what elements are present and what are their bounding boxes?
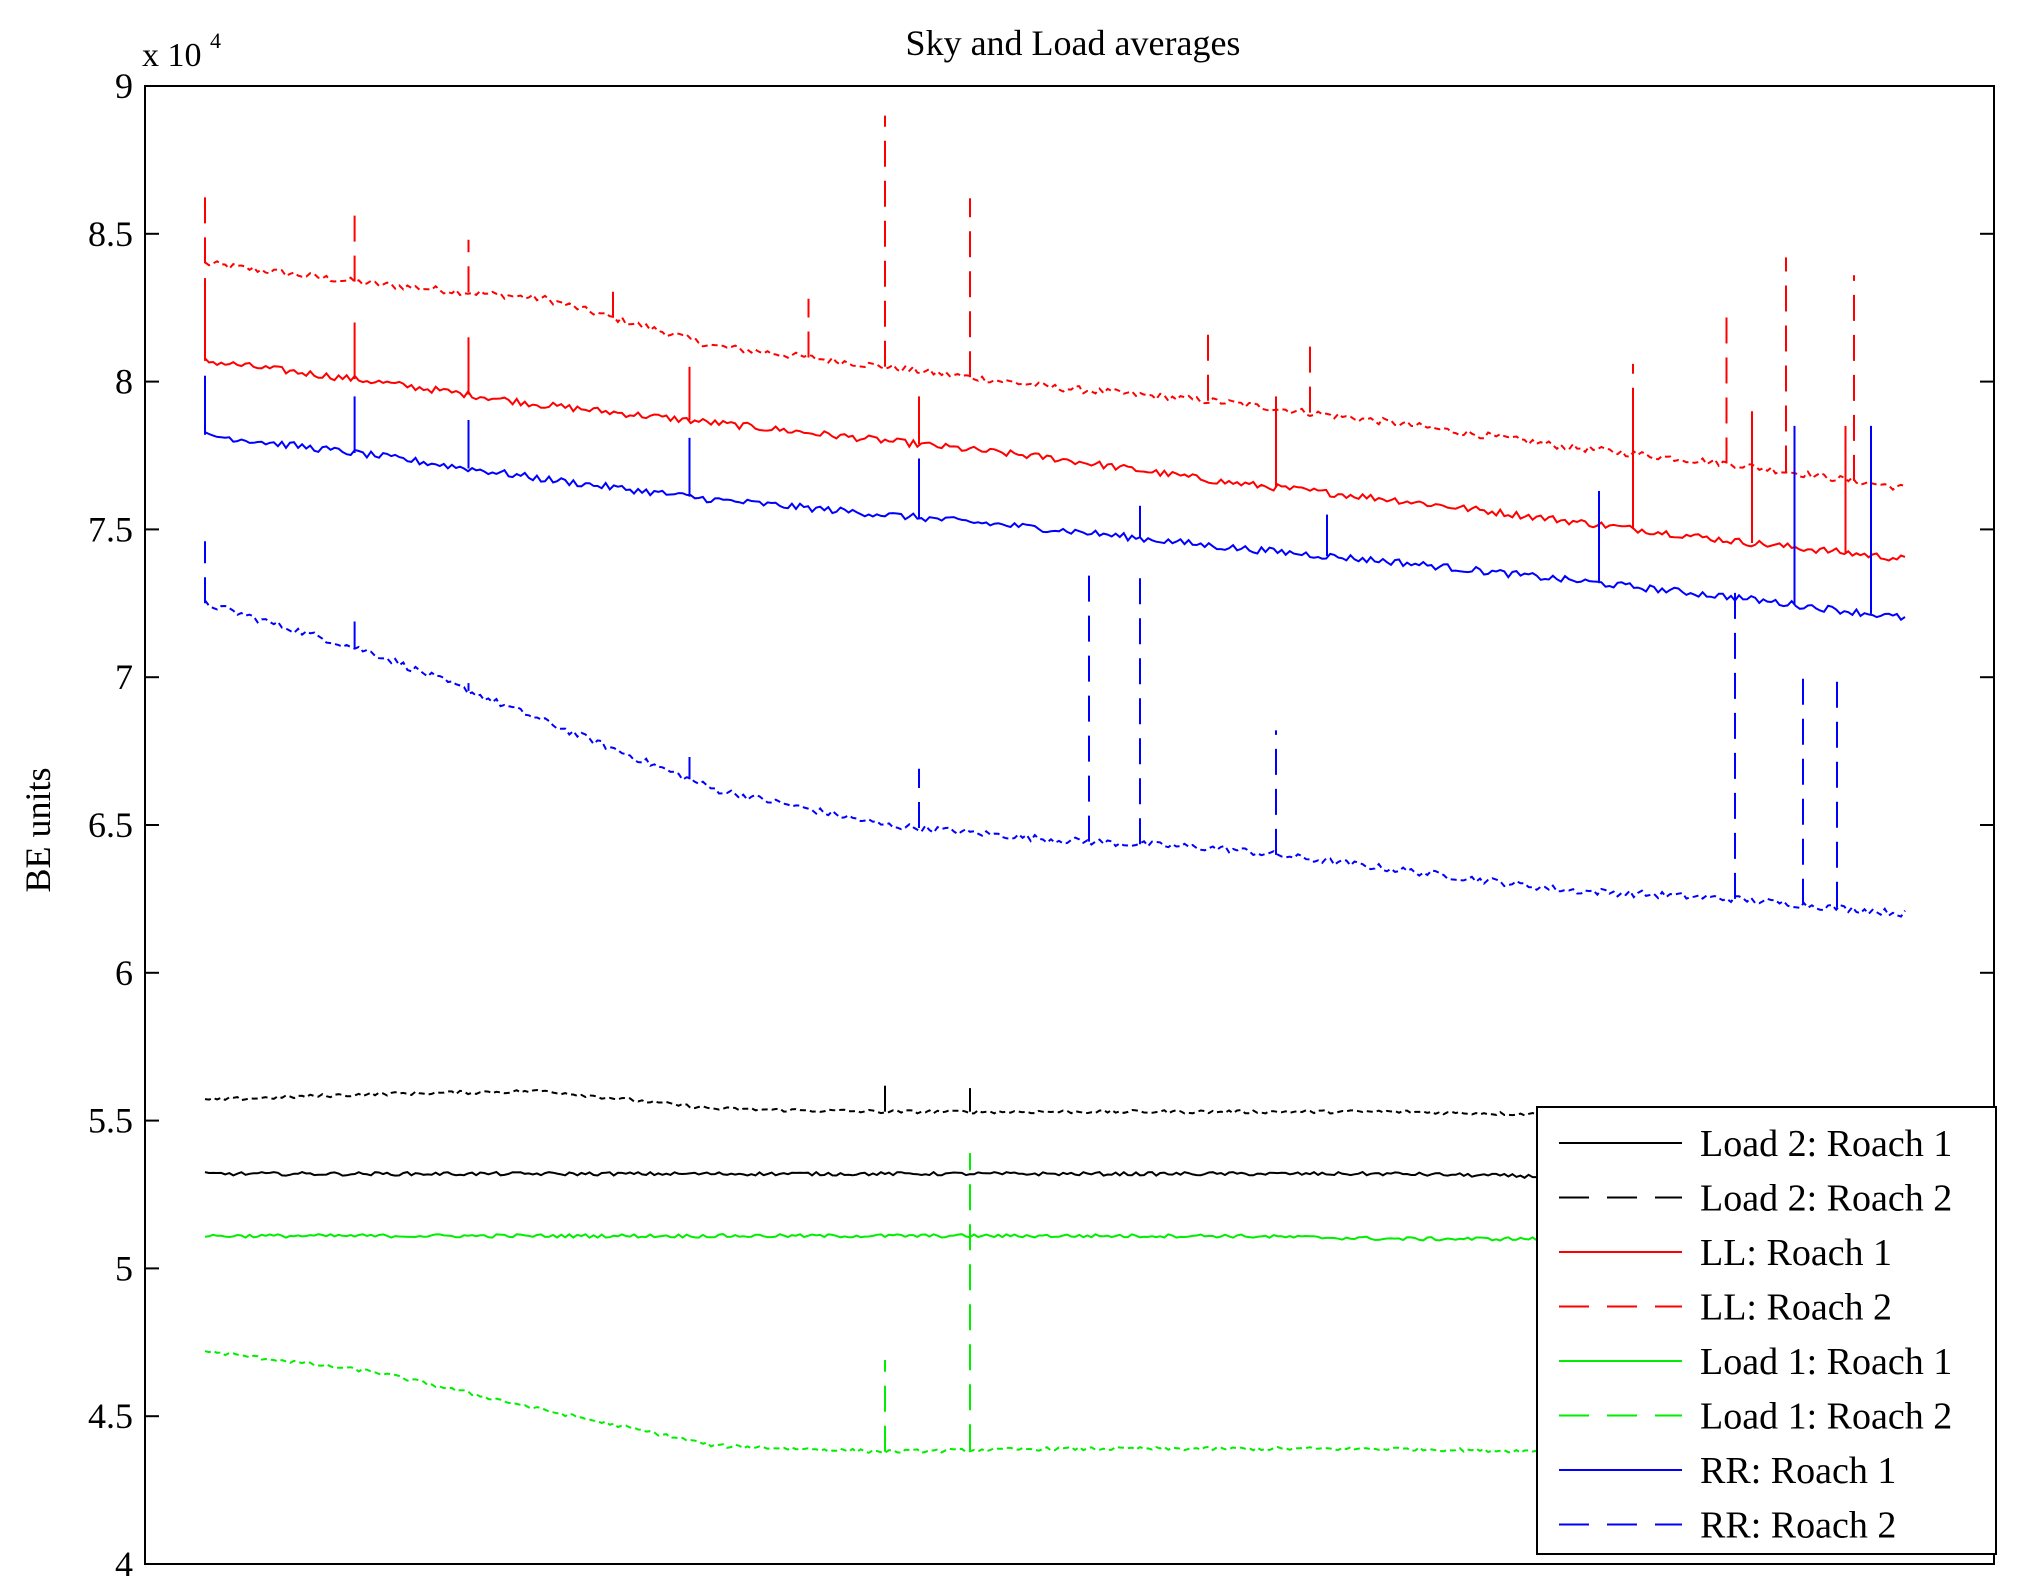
series-line: [204, 431, 1906, 622]
y-tick-label: 4: [115, 1544, 133, 1584]
legend-label: LL: Roach 2: [1700, 1287, 1892, 1329]
legend-label: Load 2: Roach 2: [1700, 1178, 1952, 1220]
legend-label: Load 1: Roach 2: [1700, 1396, 1952, 1438]
legend-entry: LL: Roach 1: [1559, 1232, 1892, 1274]
legend-box: [1536, 1106, 1997, 1555]
legend-entry: LL: Roach 2: [1559, 1287, 1892, 1329]
legend-entry: Load 2: Roach 1: [1559, 1123, 1952, 1165]
legend-label: Load 2: Roach 1: [1700, 1123, 1952, 1165]
y-tick-label: 4.5: [88, 1396, 133, 1436]
legend-label: LL: Roach 1: [1700, 1232, 1892, 1274]
legend: Load 2: Roach 1 Load 2: Roach 2 LL: Roach …: [1536, 1106, 1997, 1555]
series-rr-roach-2: [204, 541, 1906, 918]
y-tick-label: 7: [115, 657, 133, 697]
legend-label: RR: Roach 2: [1700, 1505, 1896, 1547]
legend-label: RR: Roach 1: [1700, 1450, 1896, 1492]
legend-label: Load 1: Roach 1: [1700, 1341, 1952, 1383]
y-tick-label: 5.5: [88, 1101, 133, 1141]
series-line: [204, 1088, 1906, 1118]
y-tick-label: 6: [115, 953, 133, 993]
y-tick-label: 8.5: [88, 214, 133, 254]
legend-entry: Load 1: Roach 2: [1559, 1396, 1952, 1438]
legend-entry: Load 1: Roach 1: [1559, 1341, 1952, 1383]
y-tick-label: 5: [115, 1248, 133, 1288]
series-load-2-roach-2: [204, 1085, 1906, 1118]
series-line: [204, 357, 1906, 562]
y-axis-label: BE units: [18, 767, 58, 892]
y-tick-label: 8: [115, 362, 133, 402]
series-line: [204, 1349, 1906, 1457]
series-ll-roach-1: [204, 278, 1906, 562]
y-tick-label: 7.5: [88, 509, 133, 549]
series-load-1-roach-2: [204, 1153, 1906, 1457]
y-tick-label: 9: [115, 66, 133, 106]
legend-entry: RR: Roach 1: [1559, 1450, 1896, 1492]
series-line: [204, 599, 1906, 918]
y-exponent-base: x 10: [142, 37, 202, 74]
chart-title: Sky and Load averages: [906, 23, 1241, 63]
series-line: [204, 260, 1906, 491]
y-exponent-label: x 10 4: [142, 28, 221, 74]
y-axis: 4 4.5 5 5.5 6 6.5 7 7.5 8 8.5 9: [88, 66, 1994, 1584]
legend-entry: Load 2: Roach 2: [1559, 1178, 1952, 1220]
series-rr-roach-1: [204, 375, 1906, 622]
legend-entry: RR: Roach 2: [1559, 1505, 1896, 1547]
y-tick-label: 6.5: [88, 805, 133, 845]
y-exponent-power: 4: [210, 28, 221, 53]
